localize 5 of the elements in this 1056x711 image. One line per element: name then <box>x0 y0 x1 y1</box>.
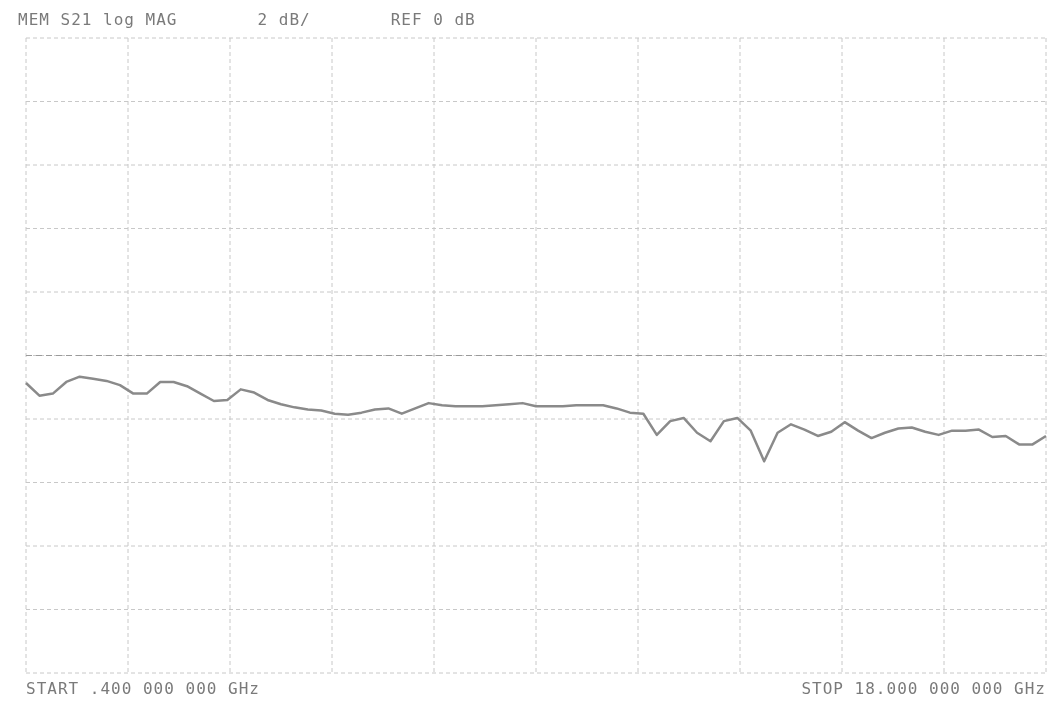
text: 2 dB/ <box>257 10 311 29</box>
text: START .400 000 000 GHz <box>26 679 260 698</box>
text: STOP 18.000 000 000 GHz <box>801 679 1046 698</box>
text: REF 0 dB <box>390 10 476 29</box>
chart-title: MEM S21 log MAG <box>18 10 178 29</box>
